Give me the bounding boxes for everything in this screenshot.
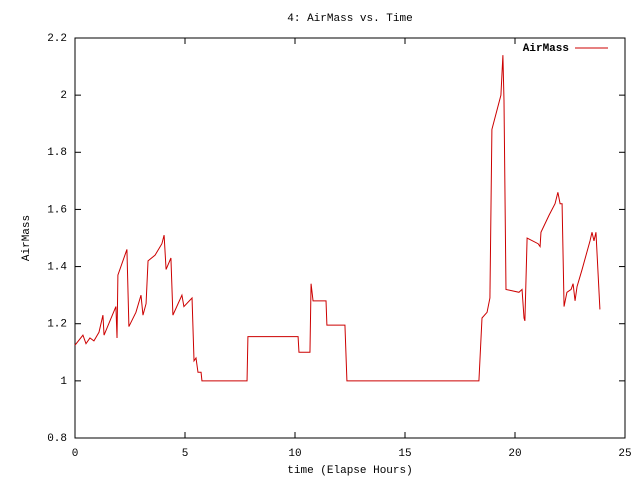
- y-tick-label: 1.6: [47, 204, 67, 216]
- data-line: [74, 55, 601, 382]
- x-tick-label: 20: [508, 448, 521, 460]
- legend-label: AirMass: [523, 43, 569, 55]
- x-tick-label: 10: [288, 448, 301, 460]
- chart-title: 4: AirMass vs. Time: [287, 13, 412, 25]
- x-tick-label: 25: [618, 448, 631, 460]
- y-axis-label: AirMass: [21, 215, 33, 261]
- y-tick-label: 0.8: [47, 433, 67, 445]
- y-tick-label: 1.4: [47, 261, 67, 273]
- y-tick-label: 2.2: [47, 33, 67, 45]
- x-tick-label: 15: [398, 448, 411, 460]
- y-tick-label: 1: [60, 376, 67, 388]
- y-tick-label: 1.8: [47, 147, 67, 159]
- y-tick-label: 1.2: [47, 319, 67, 331]
- x-axis-label: time (Elapse Hours): [287, 465, 412, 477]
- x-tick-label: 0: [72, 448, 79, 460]
- y-tick-label: 2: [60, 90, 67, 102]
- plot-frame: [74, 37, 626, 439]
- x-tick-label: 5: [182, 448, 189, 460]
